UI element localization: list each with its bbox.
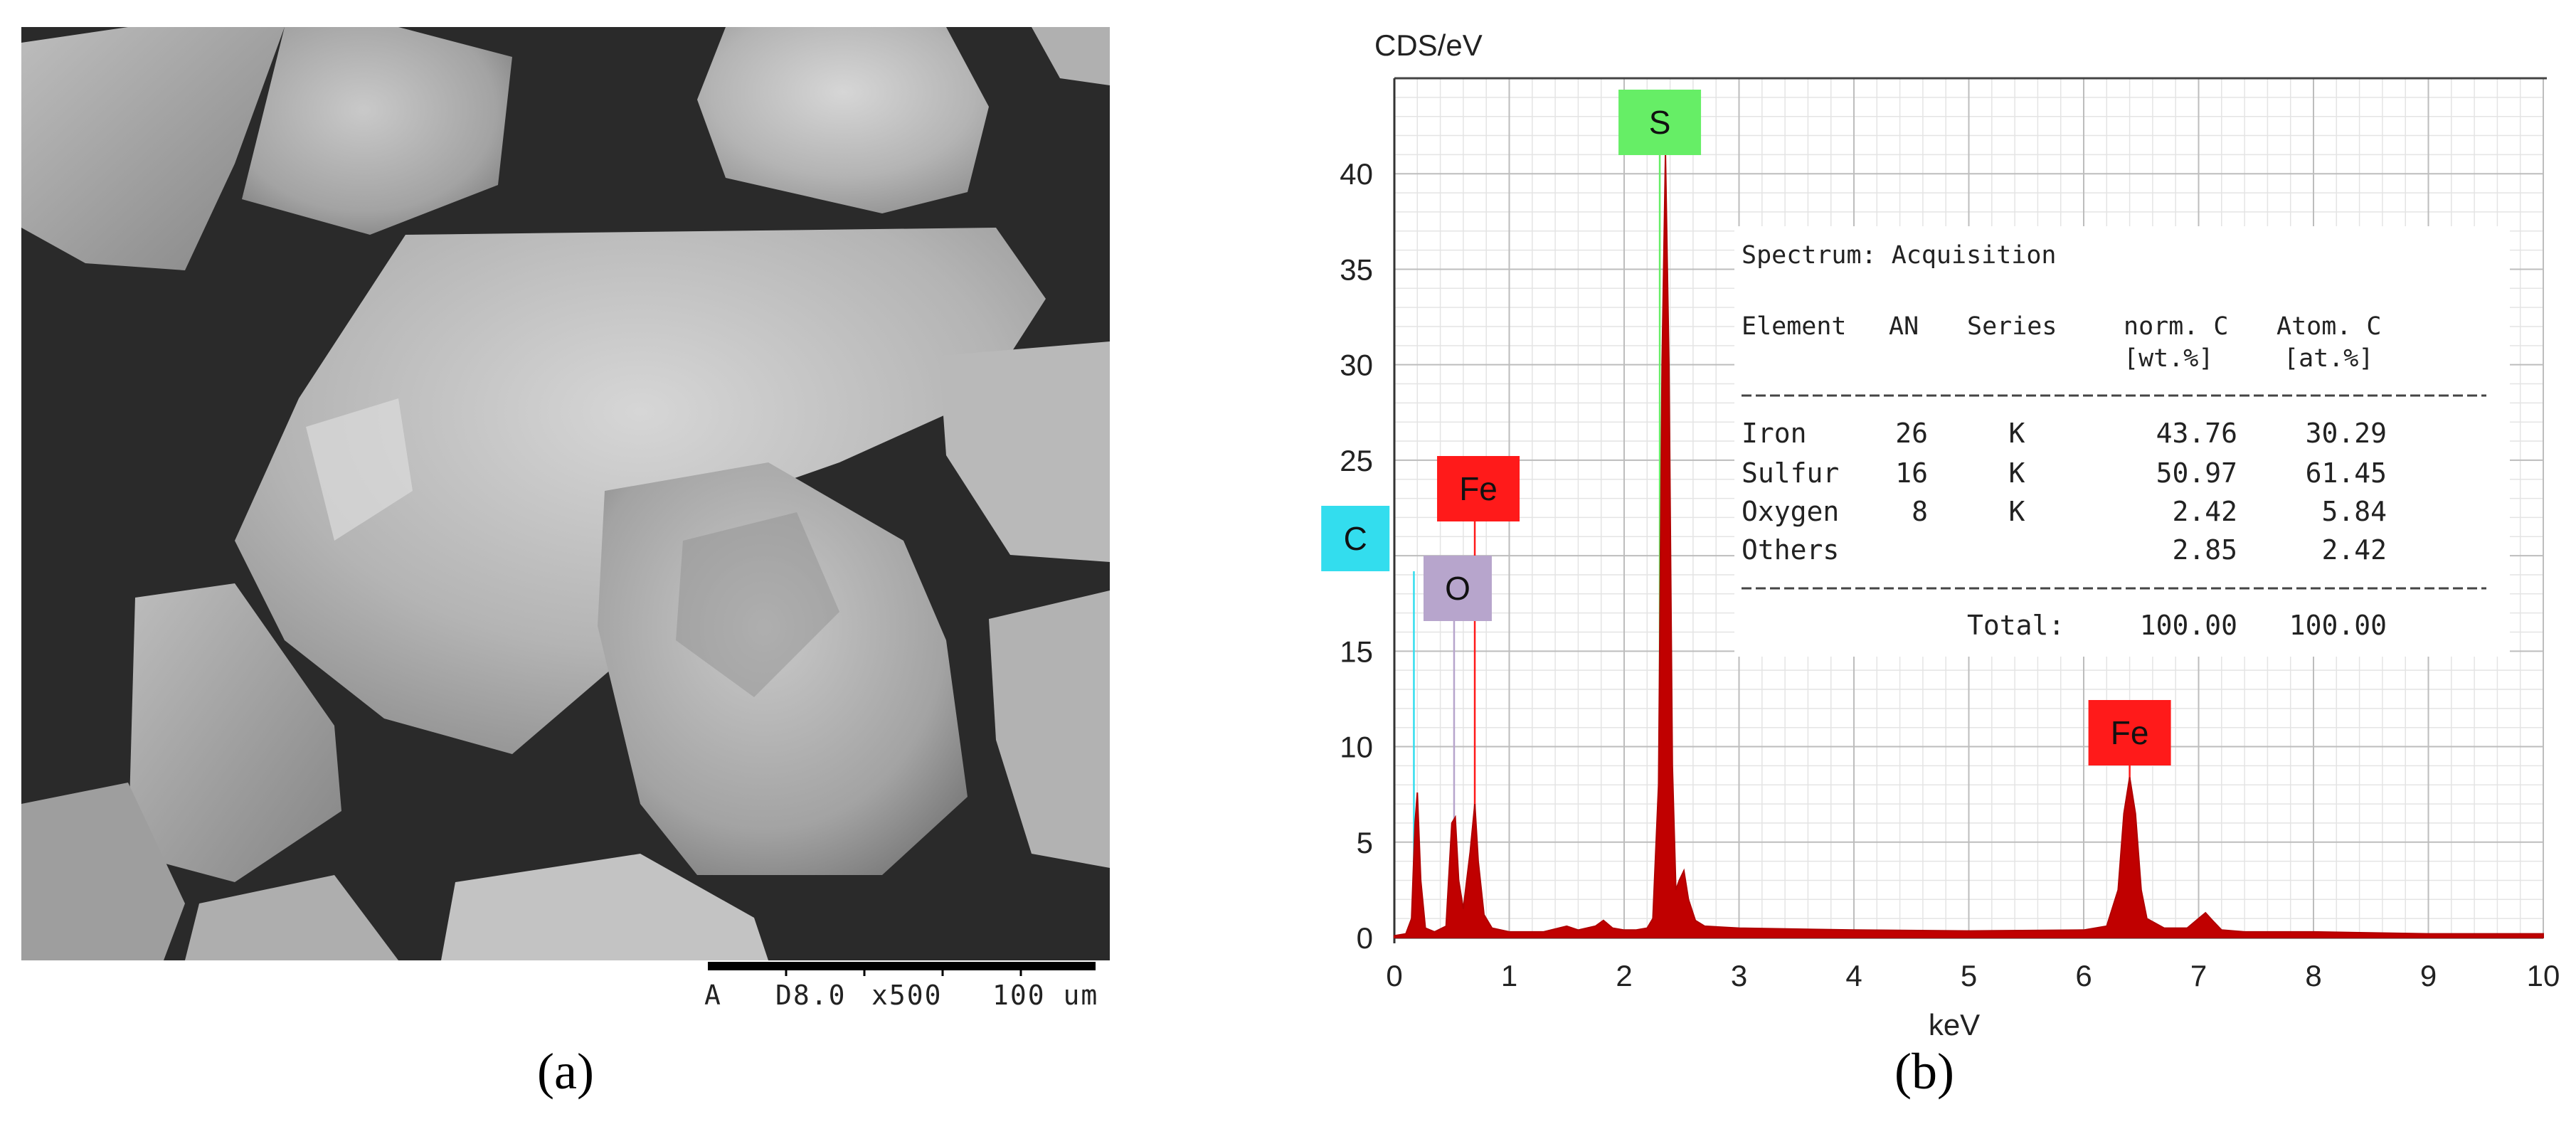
x-tick-label: 1 [1501, 959, 1517, 992]
x-tick-label: 3 [1731, 959, 1747, 992]
y-tick-label: 35 [1340, 253, 1373, 286]
particle [697, 27, 989, 213]
particle [21, 783, 185, 960]
x-tick-label: 4 [1845, 959, 1862, 992]
peak-label-box [1437, 456, 1520, 521]
particle [989, 590, 1110, 868]
table-total-norm-c: 100.00 [2140, 610, 2237, 641]
particle [598, 462, 968, 875]
table-cell: 5.84 [2321, 496, 2387, 527]
table-cell: 61.45 [2306, 457, 2387, 489]
table-rows: Iron 26 K 43.76 30.29 Sulfur 16 K 50.97 61.45 Oxyg… [1742, 418, 2387, 566]
table-cell: K [2009, 496, 2025, 527]
y-tick-label: 10 [1340, 731, 1373, 764]
table-cell: 26 [1895, 418, 1928, 449]
scalebar-length: 100 um [992, 980, 1098, 1011]
facet [676, 512, 839, 697]
peak-label-text: Fe [1459, 470, 1498, 507]
y-tick-label: 0 [1357, 921, 1373, 955]
table-header-norm-c: norm. C [2124, 312, 2229, 341]
x-tick-labels: 0 1 2 3 4 5 6 7 8 9 10 [1386, 959, 2560, 992]
panel-a-label: (a) [537, 1043, 594, 1100]
particle [21, 27, 285, 270]
x-axis-label: keV [1929, 1008, 1980, 1041]
table-cell: Iron [1742, 418, 1807, 449]
particle [242, 27, 512, 235]
table-cell: Others [1742, 534, 1839, 566]
particle [128, 583, 341, 882]
table-cell: Sulfur [1742, 457, 1839, 489]
table-cell: 8 [1912, 496, 1928, 527]
table-header-atom-c: Atom. C [2276, 312, 2382, 341]
facet [306, 398, 413, 541]
particle [441, 854, 768, 960]
scalebar-kv: D8.0 [775, 980, 847, 1011]
peak-label-text: S [1649, 104, 1671, 141]
table-cell: 30.29 [2306, 418, 2387, 449]
x-tick-label: 7 [2190, 959, 2207, 992]
table-cell: 2.42 [2321, 534, 2387, 566]
particle [185, 875, 398, 960]
table-cell: 50.97 [2156, 457, 2237, 489]
sem-micrograph: A D8.0 x500 100 um [21, 27, 1110, 1021]
x-tick-label: 9 [2420, 959, 2437, 992]
scalebar-mode: A [704, 980, 722, 1011]
y-tick-label: 40 [1340, 157, 1373, 191]
table-cell: Oxygen [1742, 496, 1839, 527]
composition-table: Spectrum: Acquisition Element AN Series … [1734, 226, 2510, 657]
x-tick-label: 5 [1961, 959, 1977, 992]
x-tick-label: 8 [2305, 959, 2321, 992]
table-cell: K [2009, 457, 2025, 489]
table-cell: 2.42 [2172, 496, 2237, 527]
table-cell: 16 [1895, 457, 1928, 489]
peak-label-text: O [1445, 570, 1470, 607]
peak-label-box [1321, 506, 1390, 571]
table-header-series: Series [1967, 312, 2057, 341]
x-tick-label: 6 [2075, 959, 2092, 992]
y-tick-label: 5 [1357, 826, 1373, 859]
y-tick-label: 30 [1340, 349, 1373, 382]
table-cell: 43.76 [2156, 418, 2237, 449]
peak-label-box [2088, 700, 2171, 765]
table-cell: K [2009, 418, 2025, 449]
table-total-label: Total: [1967, 610, 2064, 641]
x-tick-label: 2 [1616, 959, 1632, 992]
y-tick-label: 25 [1340, 444, 1373, 477]
table-unit-wt: [wt.%] [2124, 344, 2213, 373]
x-tick-label: 10 [2527, 959, 2560, 992]
spectrum-area [1394, 154, 2544, 938]
table-title: Spectrum: Acquisition [1742, 241, 2057, 270]
table-header-element: Element [1742, 312, 1847, 341]
y-axis-label: CDS/eV [1374, 28, 1483, 62]
peak-label-text: Fe [2111, 714, 2149, 751]
y-tick-label: 15 [1340, 635, 1373, 668]
peak-labels: S Fe C O Fe [1321, 90, 2171, 765]
peak-label-box [1618, 90, 1702, 155]
table-unit-at: [at.%] [2284, 344, 2373, 373]
x-tick-label: 0 [1386, 959, 1402, 992]
peak-label-text: C [1344, 520, 1367, 557]
panel-b-label: (b) [1894, 1043, 1954, 1100]
particle [1032, 27, 1110, 85]
particle [939, 341, 1110, 562]
table-background [1734, 226, 2510, 657]
table-cell: 2.85 [2172, 534, 2237, 566]
scalebar-magnification: x500 [871, 980, 943, 1011]
table-header-an: AN [1889, 312, 1919, 341]
peak-label-box [1423, 556, 1492, 621]
table-total-atom-c: 100.00 [2289, 610, 2387, 641]
